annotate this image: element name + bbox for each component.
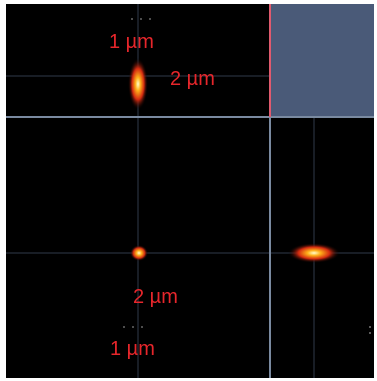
- yz-edge-dot: [369, 332, 371, 334]
- yz-psf-spot: [288, 243, 340, 263]
- xy-axial-scale-label: 2 µm: [133, 286, 178, 308]
- xz-scale-dot: [149, 18, 151, 20]
- xy-scale-dot: [123, 326, 125, 328]
- xz-scale-dot: [140, 18, 142, 20]
- yz-section-image: [270, 117, 374, 378]
- xz-lateral-scale-label: 1 µm: [109, 31, 154, 53]
- xz-scale-dot: [131, 18, 133, 20]
- xy-scale-dot: [132, 326, 134, 328]
- corner-panel: [270, 4, 374, 117]
- xz-axial-scale-label: 2 µm: [170, 68, 215, 90]
- yz-edge-dot: [369, 326, 371, 328]
- horizontal-separator: [6, 116, 374, 118]
- xz-section-panel: 1 µm 2 µm: [6, 4, 270, 117]
- xy-section-panel: 2 µm 1 µm: [6, 117, 270, 378]
- xy-scale-dot: [141, 326, 143, 328]
- yz-section-panel: [270, 117, 374, 378]
- orthogonal-view-viewer: 1 µm 2 µm 2 µm 1 µm: [6, 4, 374, 378]
- xz-section-image: [6, 4, 270, 117]
- vertical-separator: [269, 4, 271, 378]
- xz-psf-spot: [128, 58, 148, 110]
- xy-psf-spot: [130, 245, 148, 261]
- xy-lateral-scale-label: 1 µm: [110, 338, 155, 360]
- xy-section-image: [6, 117, 270, 378]
